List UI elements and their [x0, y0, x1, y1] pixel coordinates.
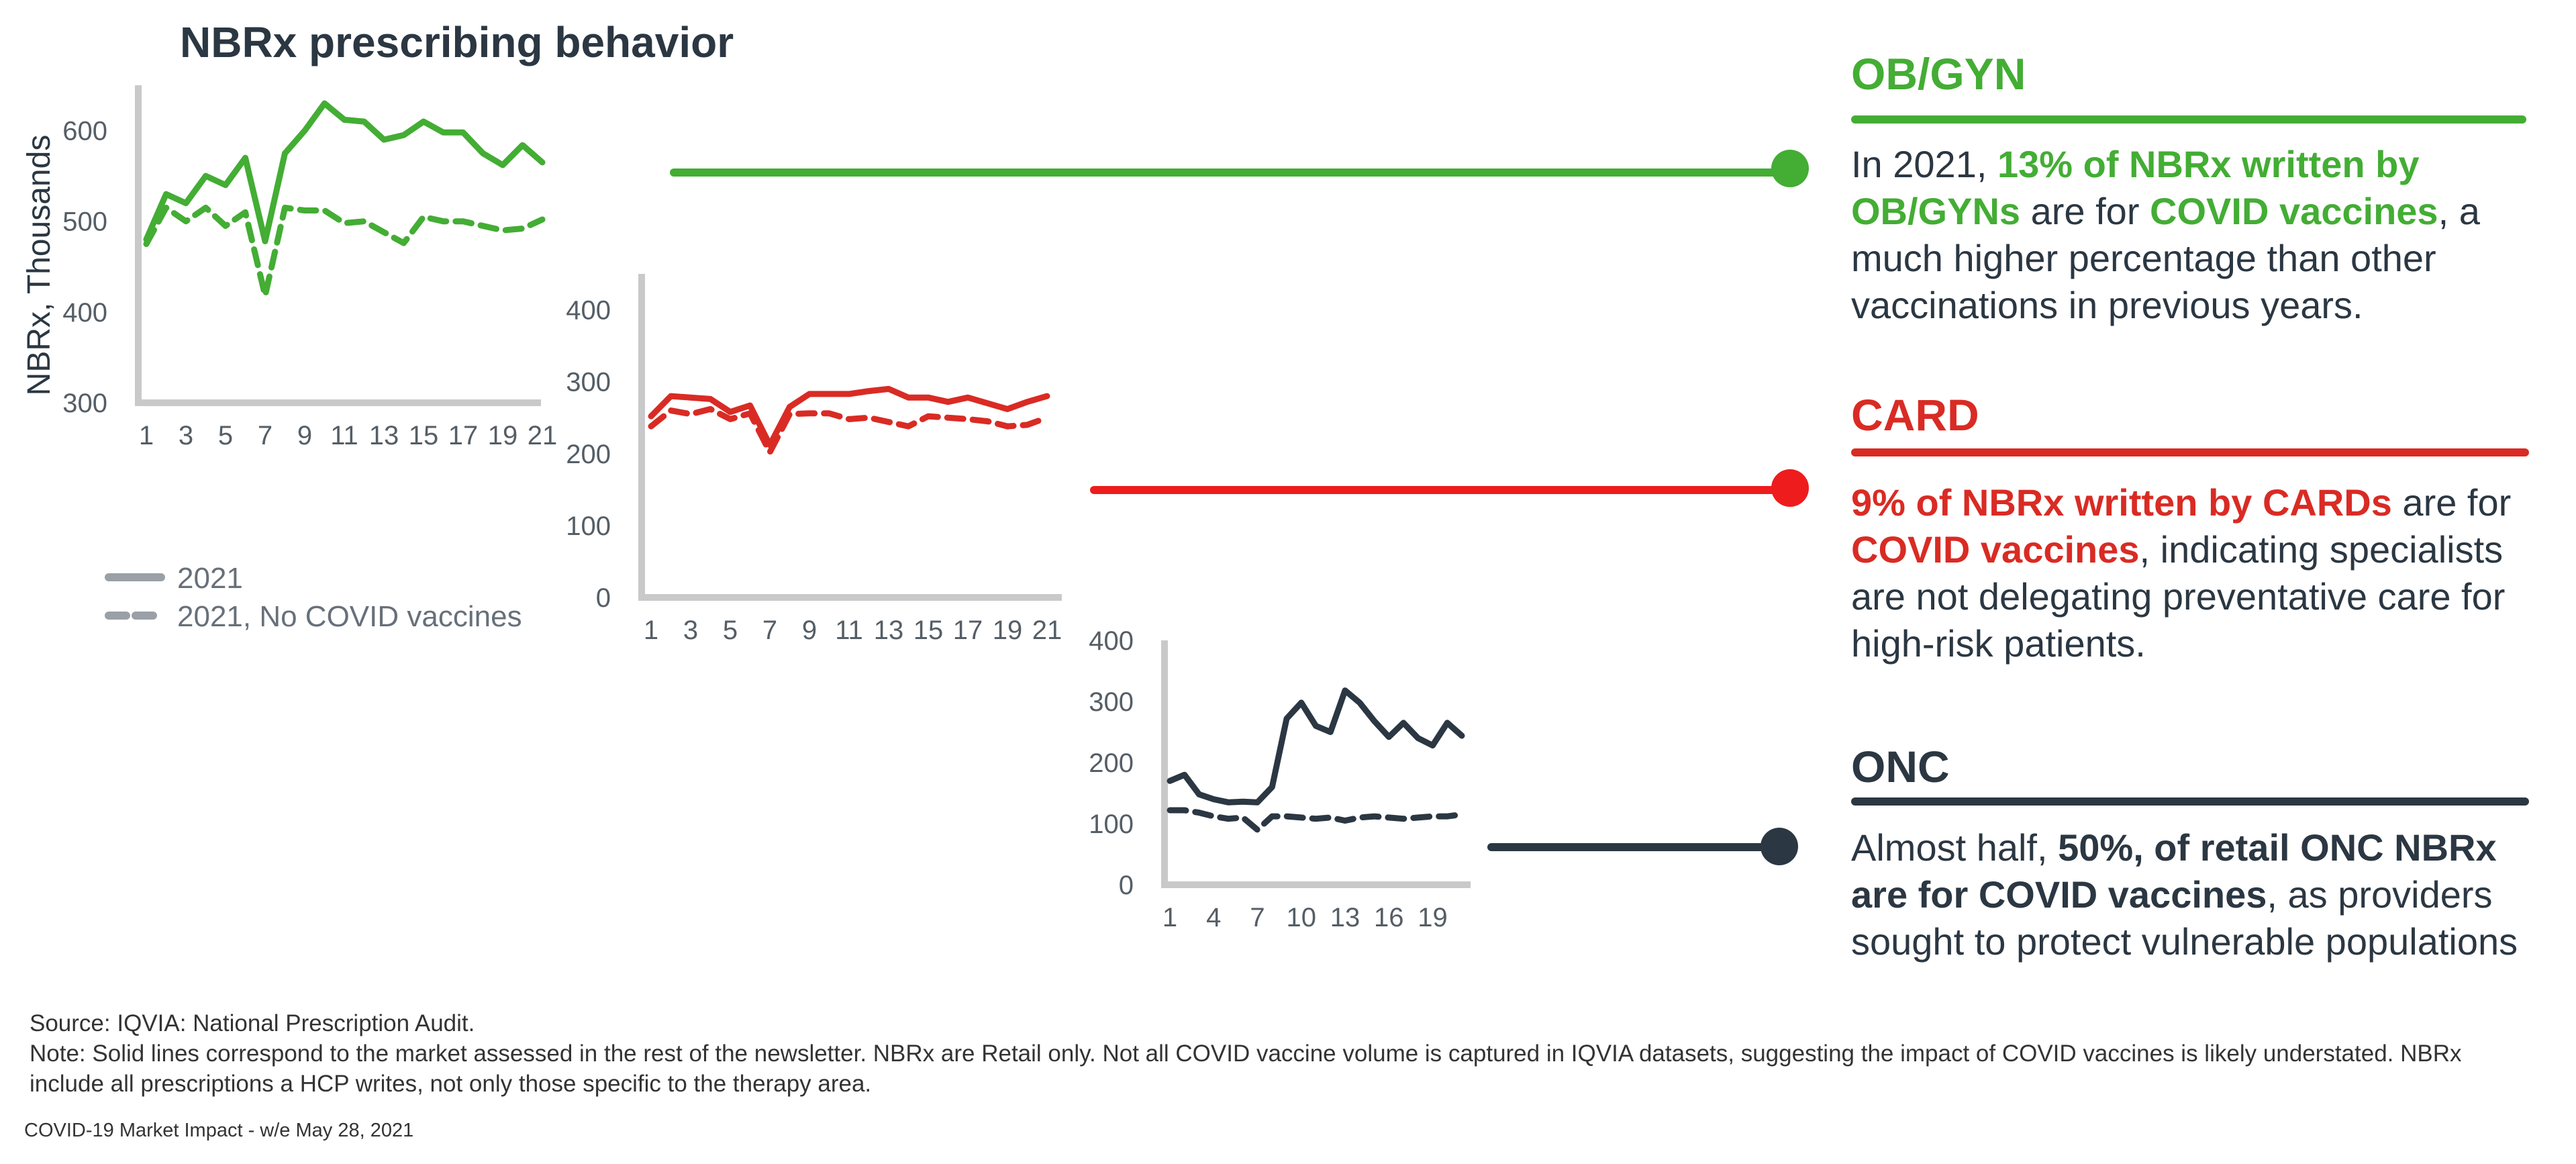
- obgyn-y-tick-label: 600: [62, 117, 107, 146]
- onc-x-tick-label: 4: [1206, 903, 1221, 932]
- card-x-tick-label: 7: [762, 616, 777, 645]
- card-x-tick-label: 3: [683, 616, 698, 645]
- page-title: NBRx prescribing behavior: [180, 18, 734, 66]
- obgyn-x-tick-label: 3: [179, 421, 193, 450]
- card-highlight-share: 9% of NBRx written by CARDs: [1851, 481, 2392, 524]
- onc-x-tick-label: 16: [1374, 903, 1404, 932]
- card-highlight-vaccines: COVID vaccines: [1851, 528, 2140, 571]
- card-no-covid-series-line: [648, 405, 1050, 456]
- obgyn-x-tick-label: 11: [330, 421, 358, 450]
- card-text: 9% of NBRx written by CARDs are for COVI…: [1851, 479, 2549, 667]
- obgyn-connector: [670, 150, 1809, 187]
- footer-tag: COVID-19 Market Impact - w/e May 28, 202…: [24, 1120, 414, 1141]
- obgyn-x-tick-label: 13: [369, 421, 399, 450]
- onc-text: Almost half, 50%, of retail ONC NBRx are…: [1851, 824, 2522, 965]
- y-axis-label: NBRx, Thousands: [21, 135, 57, 396]
- card-x-tick-label: 19: [993, 616, 1023, 645]
- card-y-tick-label: 100: [566, 512, 611, 541]
- methodology-note: Note: Solid lines correspond to the mark…: [30, 1040, 2462, 1097]
- obgyn-text: In 2021, 13% of NBRx written by OB/GYNs …: [1851, 141, 2549, 329]
- onc-y-tick-label: 400: [1089, 626, 1134, 656]
- legend: 2021 2021, No COVID vaccines: [105, 562, 522, 633]
- card-text-part: are for: [2391, 481, 2512, 524]
- obgyn-x-tick-label: 15: [409, 421, 439, 450]
- obgyn-x-tick-label: 5: [218, 421, 233, 450]
- onc-chart: 0 100 200 300 400 1 4 7 10 13 16 19: [1089, 626, 1471, 932]
- obgyn-rule: [1851, 115, 2526, 124]
- card-x-tick-label: 11: [835, 616, 863, 645]
- legend-solid-label: 2021: [177, 562, 243, 595]
- obgyn-x-tick-label: 17: [448, 421, 479, 450]
- card-connector: [1090, 469, 1809, 507]
- onc-x-tick-label: 13: [1330, 903, 1360, 932]
- onc-x-tick-label: 7: [1250, 903, 1265, 932]
- obgyn-x-tick-label: 9: [297, 421, 312, 450]
- onc-y-tick-label: 100: [1089, 810, 1134, 839]
- legend-dashed-label: 2021, No COVID vaccines: [177, 600, 522, 633]
- onc-connector-dot: [1761, 828, 1798, 865]
- onc-y-tick-label: 0: [1119, 871, 1134, 900]
- obgyn-x-tick-label: 7: [258, 421, 273, 450]
- obgyn-x-tick-label: 21: [528, 421, 558, 450]
- onc-text-part: , as providers sought to protect vulnera…: [1851, 873, 2518, 963]
- card-y-tick-label: 400: [566, 296, 611, 326]
- obgyn-2021-series-line: [143, 100, 546, 244]
- card-2021-series-line: [648, 385, 1050, 448]
- card-x-tick-label: 21: [1032, 616, 1062, 645]
- onc-x-tick-label: 10: [1287, 903, 1317, 932]
- source-note: Source: IQVIA: National Prescription Aud…: [30, 1010, 475, 1036]
- card-x-tick-label: 1: [644, 616, 658, 645]
- obgyn-x-tick-label: 1: [139, 421, 154, 450]
- obgyn-text-part: , a much higher percentage than other va…: [1851, 190, 2480, 326]
- obgyn-text-part: are for: [2020, 190, 2150, 232]
- card-x-tick-label: 5: [723, 616, 738, 645]
- card-connector-dot: [1771, 469, 1809, 507]
- obgyn-x-tick-label: 19: [488, 421, 518, 450]
- obgyn-highlight-share: 13% of NBRx written by OB/GYNs: [1851, 143, 2420, 232]
- obgyn-title: OB/GYN: [1851, 49, 2026, 99]
- onc-y-tick-label: 200: [1089, 748, 1134, 778]
- onc-text-part: Almost half,: [1851, 826, 2059, 869]
- obgyn-y-tick-label: 400: [62, 298, 107, 328]
- card-y-tick-label: 300: [566, 368, 611, 397]
- onc-x-tick-label: 1: [1162, 903, 1177, 932]
- onc-2021-series-line: [1167, 687, 1465, 806]
- card-x-tick-label: 9: [802, 616, 817, 645]
- card-x-tick-label: 15: [913, 616, 944, 645]
- obgyn-text-part: In 2021,: [1851, 143, 1997, 185]
- card-y-tick-label: 0: [596, 583, 611, 613]
- obgyn-no-covid-series-line: [143, 204, 546, 299]
- card-rule: [1851, 448, 2529, 456]
- onc-x-tick-label: 19: [1418, 903, 1448, 932]
- onc-highlight-share: 50%, of retail ONC NBRx are for COVID va…: [1851, 826, 2497, 916]
- onc-title: ONC: [1851, 742, 1950, 791]
- onc-y-tick-label: 300: [1089, 687, 1134, 717]
- obgyn-y-tick-label: 500: [62, 207, 107, 237]
- onc-rule: [1851, 797, 2529, 806]
- obgyn-connector-dot: [1771, 150, 1809, 187]
- onc-no-covid-series-line: [1167, 807, 1465, 833]
- card-y-tick-label: 200: [566, 440, 611, 469]
- card-text-part: , indicating specialists are not delegat…: [1851, 528, 2506, 665]
- onc-connector: [1487, 828, 1798, 865]
- card-x-tick-label: 13: [874, 616, 904, 645]
- obgyn-y-tick-label: 300: [62, 389, 107, 418]
- card-title: CARD: [1851, 390, 1979, 440]
- obgyn-highlight-vaccines: COVID vaccines: [2150, 190, 2438, 232]
- card-x-tick-label: 17: [953, 616, 983, 645]
